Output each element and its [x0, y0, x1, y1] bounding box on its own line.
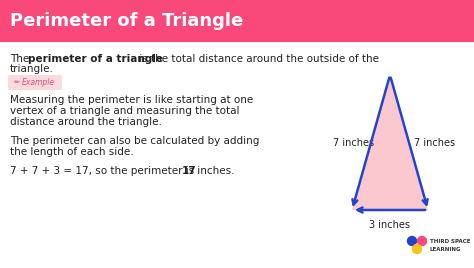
Bar: [0, 0, 474, 42]
Polygon shape: [352, 75, 428, 210]
Circle shape: [408, 236, 417, 245]
Text: 7 inches: 7 inches: [414, 137, 455, 147]
Text: LEARNING: LEARNING: [430, 247, 462, 252]
Text: the length of each side.: the length of each side.: [10, 147, 134, 157]
Text: 17: 17: [182, 166, 197, 176]
Text: inches.: inches.: [194, 166, 235, 176]
Circle shape: [418, 236, 427, 245]
Text: 7 + 7 + 3 = 17, so the perimeter is: 7 + 7 + 3 = 17, so the perimeter is: [10, 166, 198, 176]
Circle shape: [412, 244, 421, 254]
Text: vertex of a triangle and measuring the total: vertex of a triangle and measuring the t…: [10, 106, 239, 116]
Text: The perimeter can also be calculated by adding: The perimeter can also be calculated by …: [10, 136, 259, 146]
FancyBboxPatch shape: [8, 75, 62, 90]
Text: Example: Example: [22, 78, 55, 87]
Text: 7 inches: 7 inches: [333, 137, 374, 147]
Text: distance around the triangle.: distance around the triangle.: [10, 117, 162, 127]
Text: 3 inches: 3 inches: [370, 220, 410, 230]
Text: Measuring the perimeter is like starting at one: Measuring the perimeter is like starting…: [10, 95, 253, 105]
Text: perimeter of a triangle: perimeter of a triangle: [28, 54, 163, 64]
Text: is the total distance around the outside of the: is the total distance around the outside…: [136, 54, 379, 64]
Text: ✏: ✏: [14, 80, 20, 85]
Text: The: The: [10, 54, 33, 64]
Text: Perimeter of a Triangle: Perimeter of a Triangle: [10, 12, 243, 30]
Text: triangle.: triangle.: [10, 64, 54, 74]
Text: THIRD SPACE: THIRD SPACE: [430, 239, 471, 244]
